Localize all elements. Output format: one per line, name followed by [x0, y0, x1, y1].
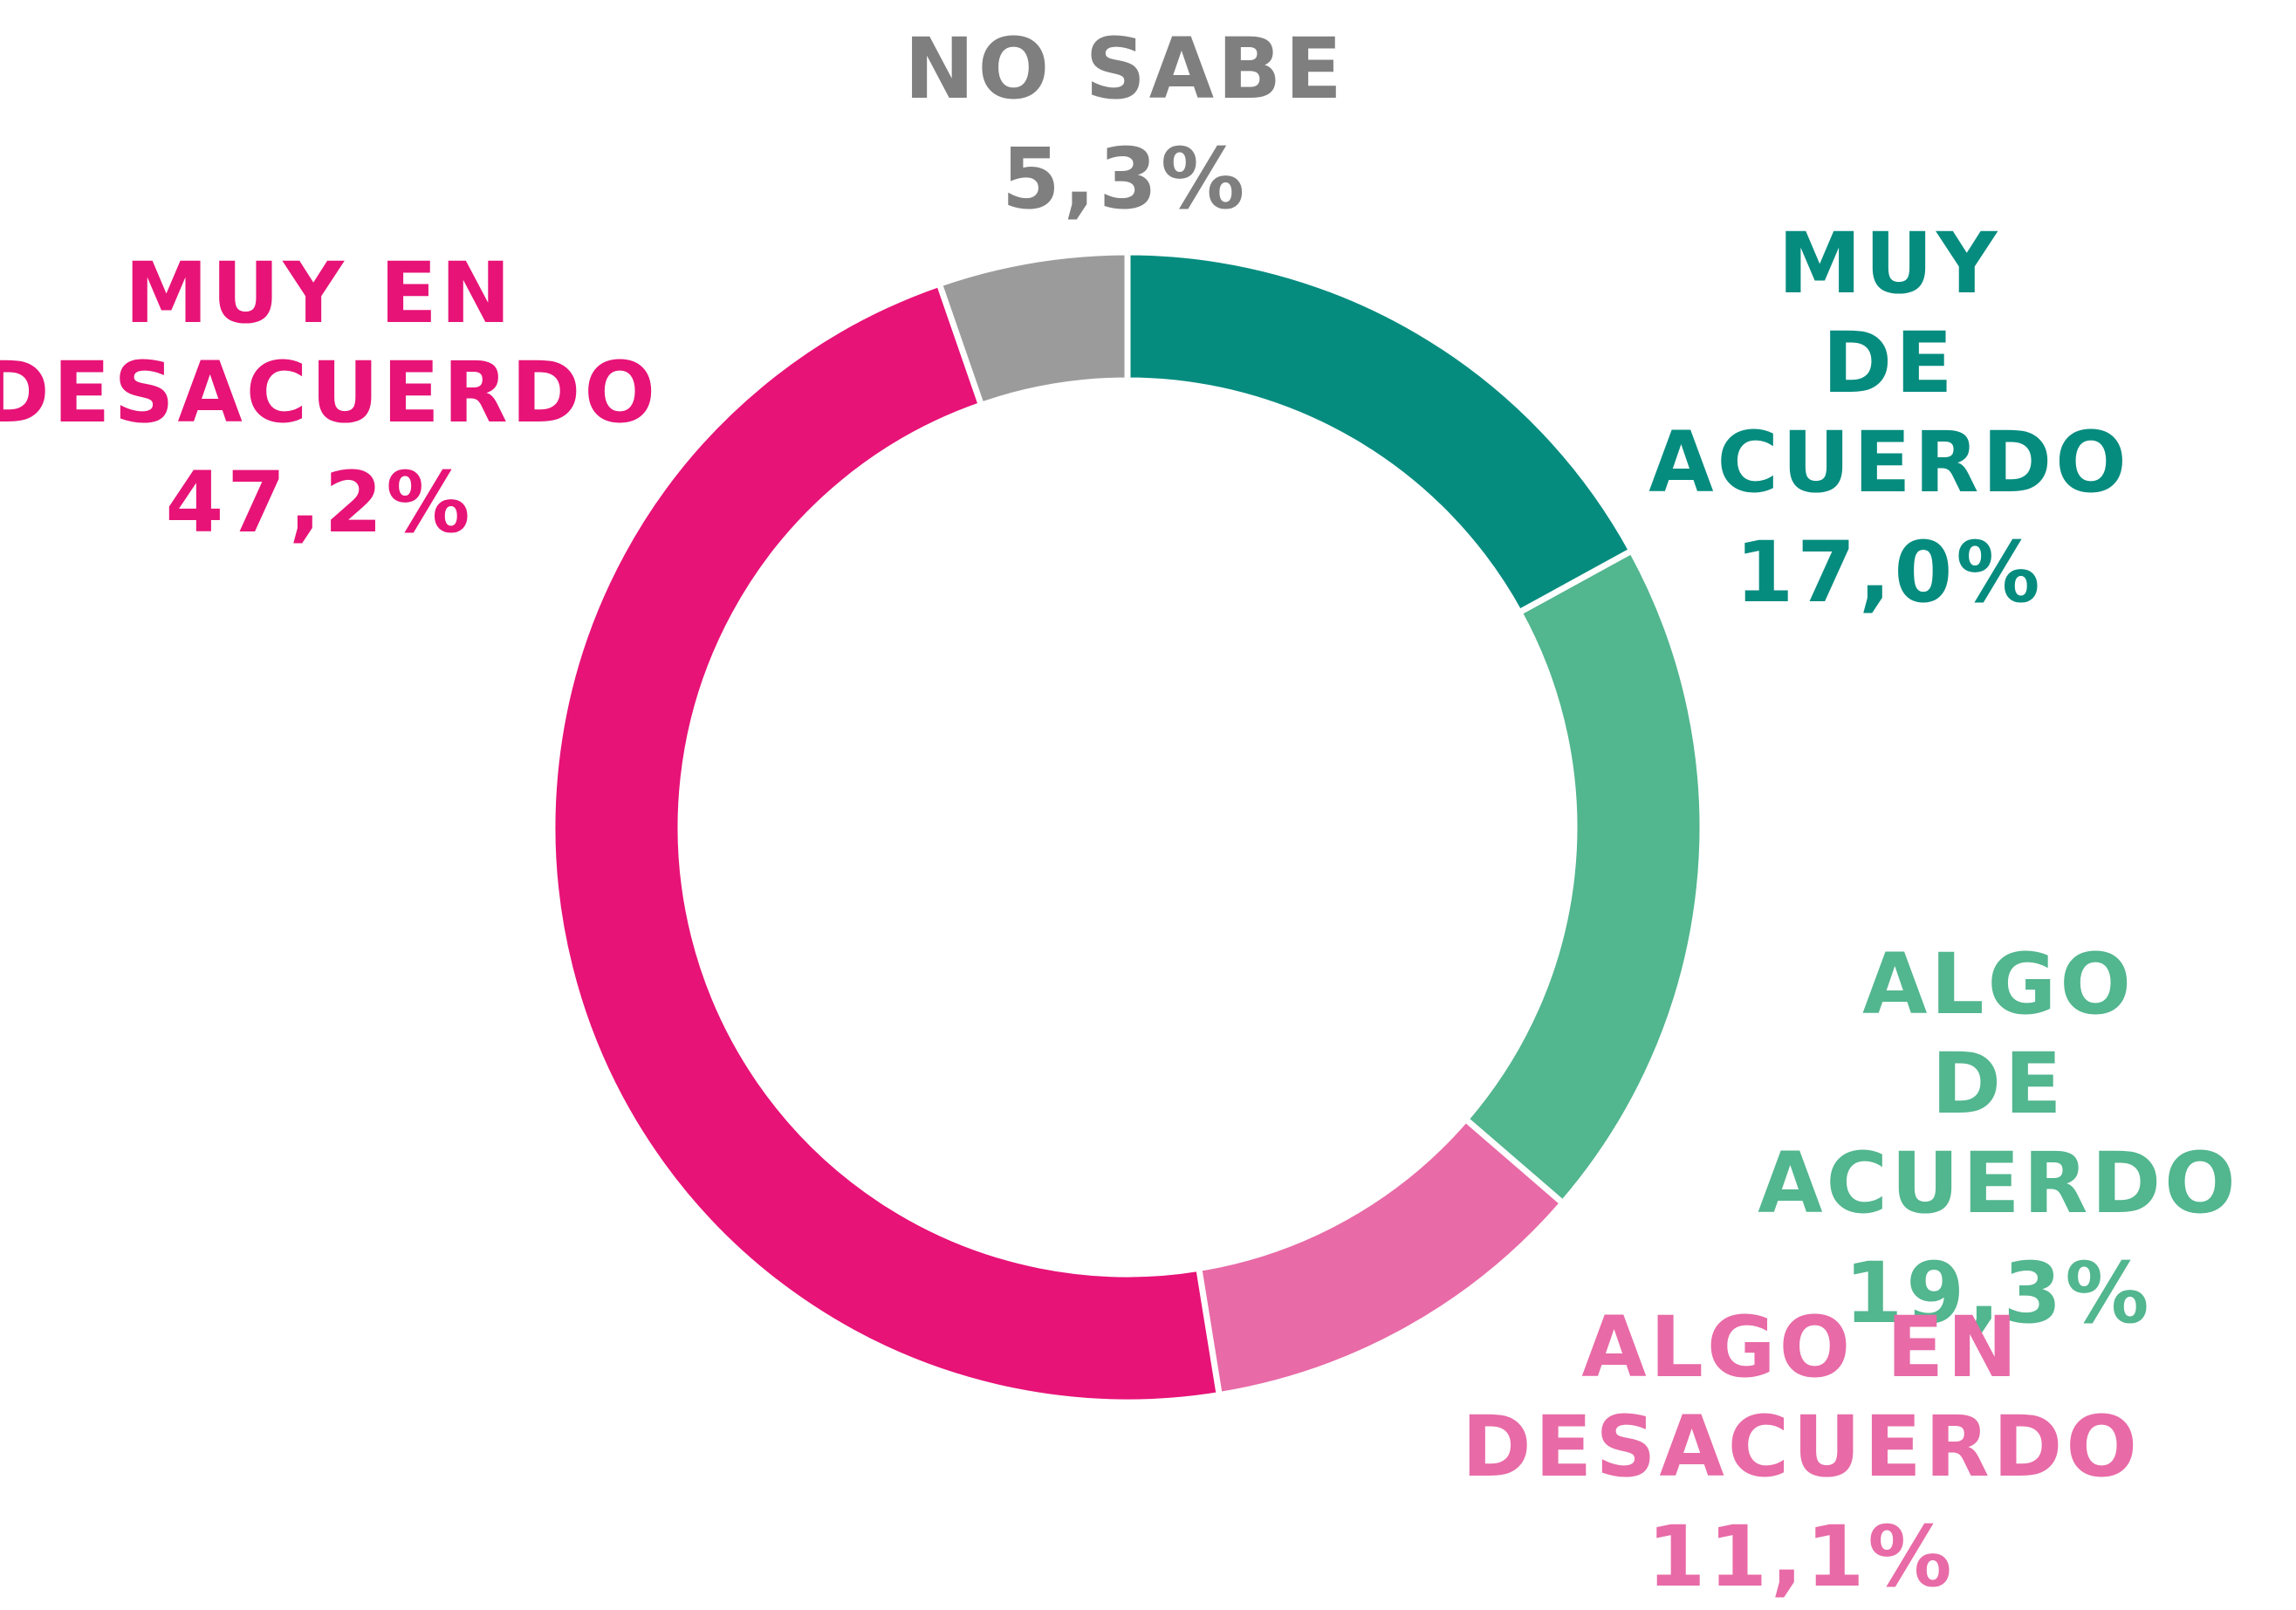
value-label: 19,3%: [1844, 1244, 2153, 1342]
donut-slice: [1124, 249, 1636, 617]
donut-slice: [1461, 546, 1706, 1208]
slice-label: MUY EN DESACUERDO 47,2%: [0, 243, 659, 552]
value-label: 47,2%: [165, 454, 474, 552]
category-label: NO SABE: [904, 20, 1346, 118]
value-label: 11,1%: [1647, 1508, 1956, 1606]
category-label: MUY DE ACUERDO: [1648, 215, 2130, 511]
category-label: MUY EN DESACUERDO: [0, 244, 659, 442]
slice-label: NO SABE 5,3%: [904, 19, 1346, 229]
slice-label: MUY DE ACUERDO 17,0%: [1648, 214, 2130, 622]
category-label: ALGO DE ACUERDO: [1758, 935, 2239, 1232]
value-label: 5,3%: [1001, 130, 1249, 228]
value-label: 17,0%: [1735, 524, 2044, 621]
category-label: ALGO EN DESACUERDO: [1462, 1298, 2141, 1496]
donut-slice: [935, 249, 1131, 409]
slice-label: ALGO DE ACUERDO 19,3%: [1758, 935, 2239, 1343]
slice-label: ALGO EN DESACUERDO 11,1%: [1462, 1298, 2141, 1607]
donut-slice: [549, 279, 1223, 1406]
